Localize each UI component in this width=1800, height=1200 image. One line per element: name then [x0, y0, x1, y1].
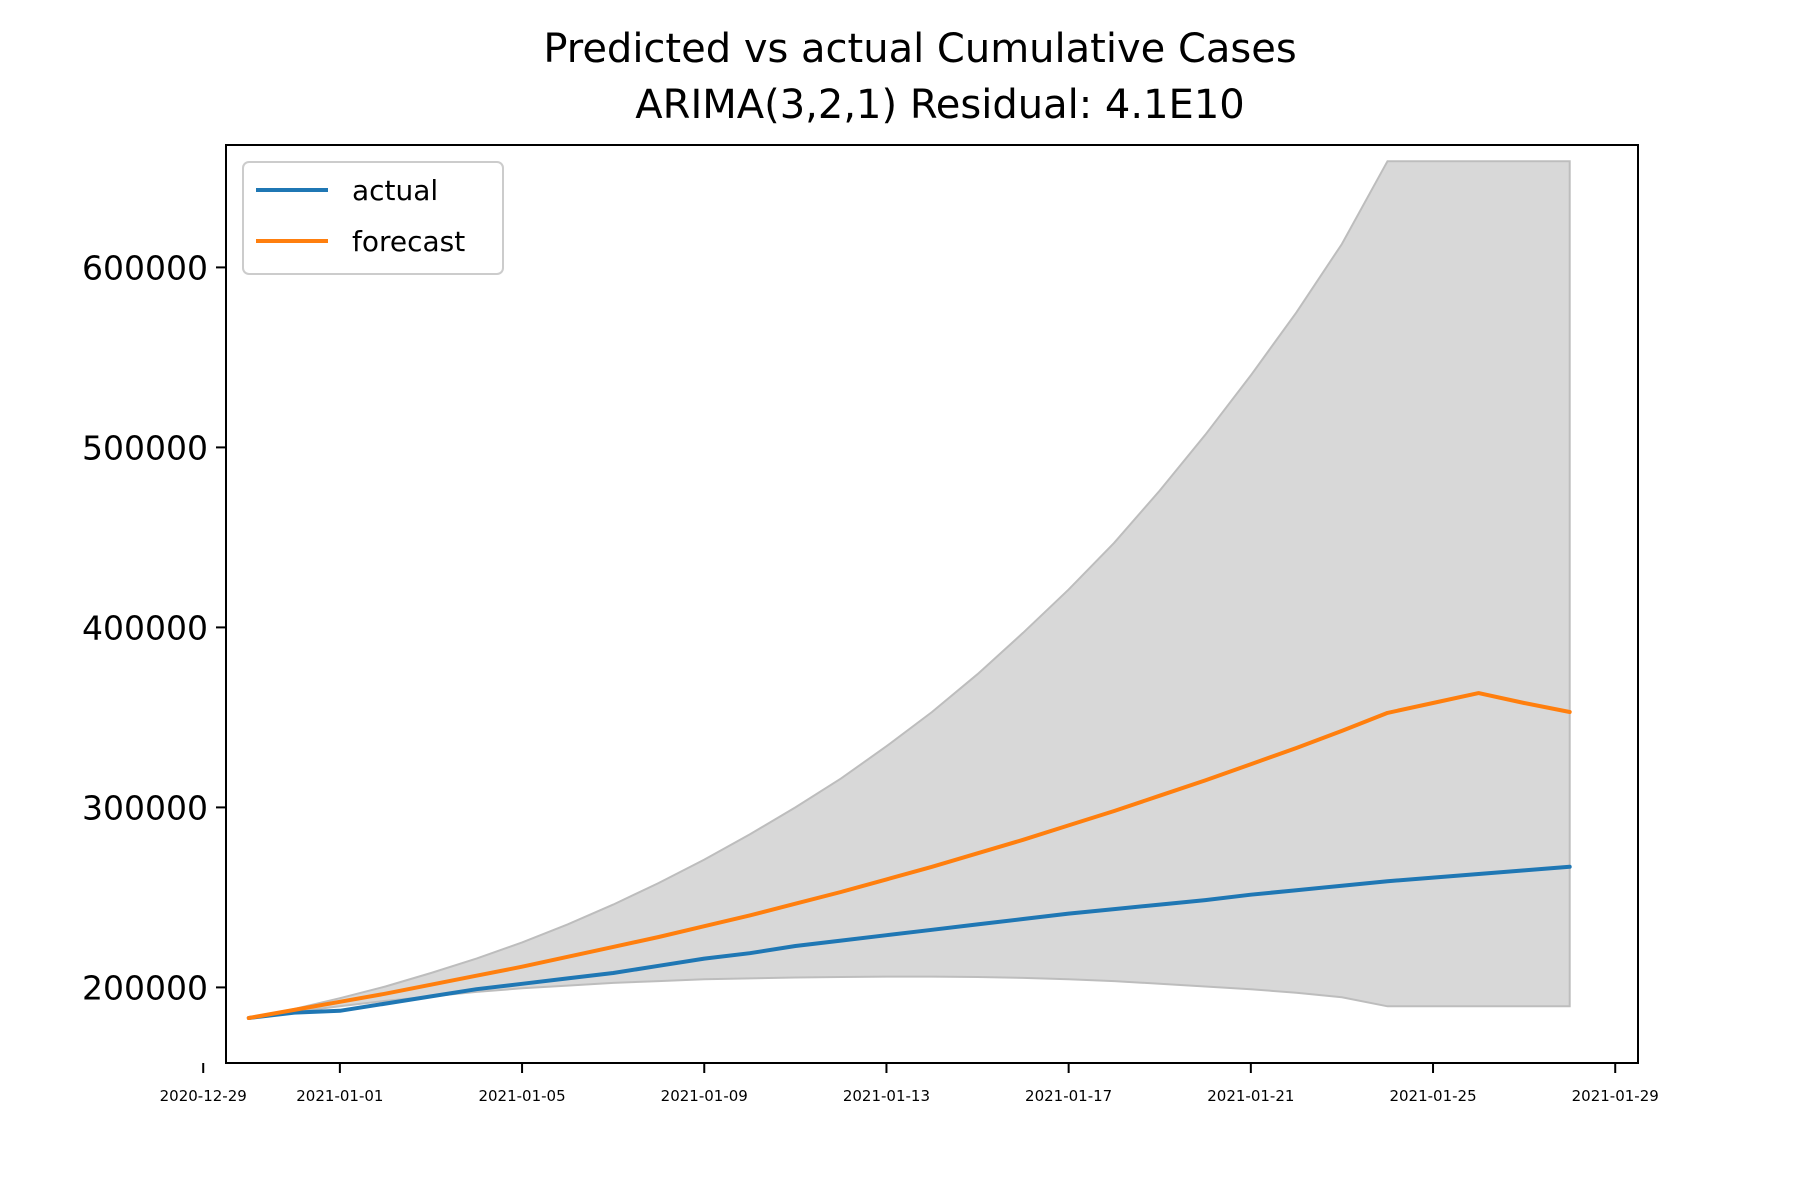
legend: actual forecast: [242, 161, 504, 275]
confidence-band: [248, 160, 1571, 1019]
y-axis: 200000 300000 400000 500000 600000: [82, 248, 226, 1007]
x-tick-label: 2021-01-25: [1389, 1087, 1476, 1105]
y-tick-label: 200000: [82, 968, 208, 1007]
y-tick-label: 600000: [82, 248, 208, 287]
legend-label-forecast: forecast: [352, 225, 465, 258]
x-tick-label: 2020-12-29: [160, 1087, 247, 1105]
x-tick-label: 2021-01-13: [843, 1087, 930, 1105]
x-tick-label: 2021-01-17: [1025, 1087, 1112, 1105]
legend-label-actual: actual: [352, 174, 438, 207]
x-tick-label: 2021-01-21: [1207, 1087, 1294, 1105]
chart-title: Predicted vs actual Cumulative Cases: [543, 26, 1296, 72]
x-tick-label: 2021-01-01: [296, 1087, 383, 1105]
plot-frame: [225, 144, 1639, 1064]
y-tick-label: 300000: [82, 788, 208, 827]
x-tick-label: 2021-01-05: [478, 1087, 565, 1105]
series-line-forecast: [246, 691, 1572, 1020]
x-tick-label: 2021-01-09: [661, 1087, 748, 1105]
y-tick-label: 500000: [82, 428, 208, 467]
series-line-actual: [246, 864, 1572, 1020]
x-axis: 2020-12-29 2021-01-01 2021-01-05 2021-01-09…: [160, 1063, 1659, 1105]
series-layer: [246, 691, 1572, 1020]
y-tick-label: 400000: [82, 608, 208, 647]
confidence-band-layer: [248, 160, 1571, 1019]
x-tick-label: 2021-01-29: [1572, 1087, 1659, 1105]
chart-subtitle: ARIMA(3,2,1) Residual: 4.1E10: [635, 82, 1244, 128]
